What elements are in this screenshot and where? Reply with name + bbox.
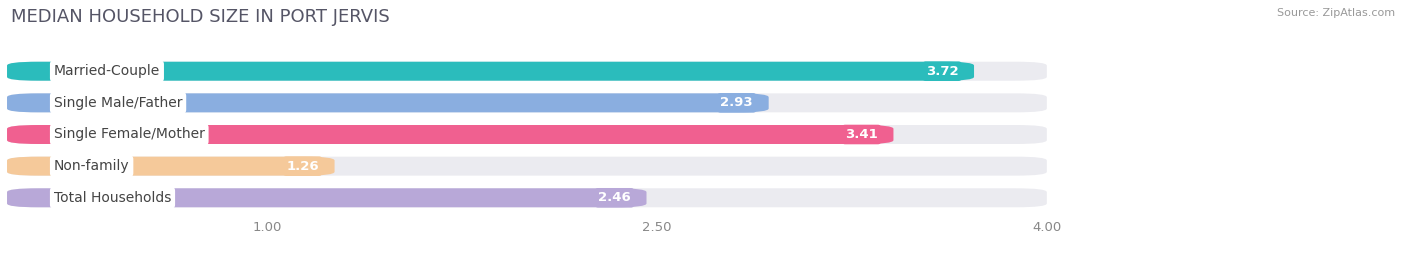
FancyBboxPatch shape [7,93,769,112]
Text: Total Households: Total Households [53,191,172,205]
FancyBboxPatch shape [7,62,974,81]
FancyBboxPatch shape [7,188,647,207]
FancyBboxPatch shape [7,93,1047,112]
Text: 3.41: 3.41 [845,128,877,141]
FancyBboxPatch shape [7,188,1047,207]
FancyBboxPatch shape [7,125,893,144]
Text: Source: ZipAtlas.com: Source: ZipAtlas.com [1277,8,1395,18]
Text: Single Male/Father: Single Male/Father [53,96,183,110]
Text: 2.46: 2.46 [598,191,631,204]
Text: 2.93: 2.93 [720,96,754,109]
FancyBboxPatch shape [7,125,1047,144]
Text: Married-Couple: Married-Couple [53,64,160,78]
Text: 3.72: 3.72 [925,65,959,78]
FancyBboxPatch shape [7,157,335,176]
FancyBboxPatch shape [7,62,1047,81]
Text: Single Female/Mother: Single Female/Mother [53,128,205,141]
Text: MEDIAN HOUSEHOLD SIZE IN PORT JERVIS: MEDIAN HOUSEHOLD SIZE IN PORT JERVIS [11,8,389,26]
Text: Non-family: Non-family [53,159,129,173]
Text: 1.26: 1.26 [287,160,319,173]
FancyBboxPatch shape [7,157,1047,176]
